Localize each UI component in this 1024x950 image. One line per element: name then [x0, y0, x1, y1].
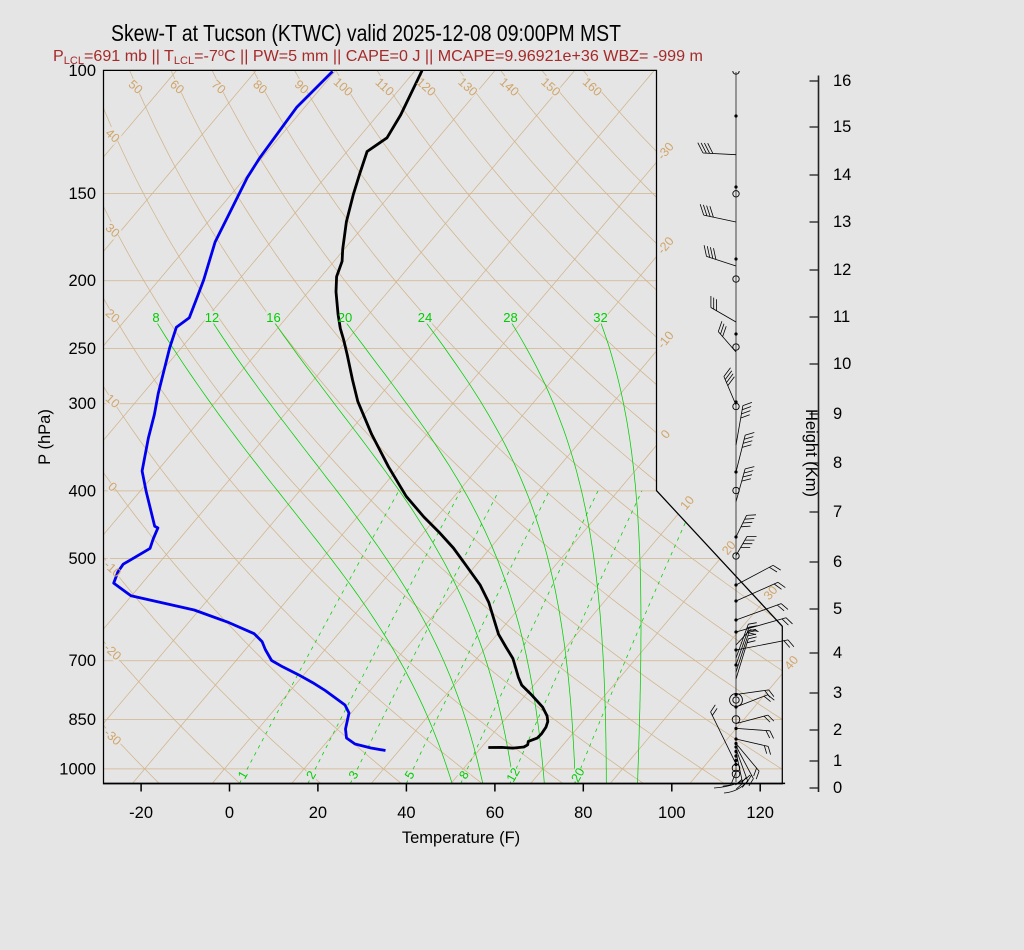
svg-text:1000: 1000 [59, 760, 96, 778]
svg-text:12: 12 [205, 310, 219, 325]
svg-text:120: 120 [746, 804, 774, 822]
svg-text:0: 0 [833, 779, 842, 797]
svg-text:250: 250 [68, 340, 96, 358]
svg-text:40: 40 [782, 653, 802, 673]
svg-text:2: 2 [833, 721, 842, 739]
svg-text:Height (Km): Height (Km) [802, 409, 820, 497]
svg-text:12: 12 [504, 765, 523, 784]
svg-text:12: 12 [833, 261, 851, 279]
svg-text:24: 24 [418, 310, 432, 325]
svg-text:10: 10 [833, 355, 851, 373]
svg-text:400: 400 [68, 482, 96, 500]
svg-text:3: 3 [833, 684, 842, 702]
svg-text:850: 850 [68, 711, 96, 729]
svg-text:-20: -20 [129, 804, 153, 822]
svg-text:150: 150 [68, 185, 96, 203]
svg-text:10: 10 [677, 493, 697, 513]
svg-text:200: 200 [68, 272, 96, 290]
svg-text:7: 7 [833, 503, 842, 521]
svg-text:6: 6 [833, 553, 842, 571]
svg-text:P (hPa): P (hPa) [36, 409, 54, 465]
svg-text:1: 1 [833, 752, 842, 770]
svg-text:300: 300 [68, 395, 96, 413]
svg-text:15: 15 [833, 118, 851, 136]
svg-text:60: 60 [486, 804, 504, 822]
svg-text:500: 500 [68, 550, 96, 568]
svg-text:Temperature (F): Temperature (F) [402, 829, 520, 847]
svg-text:16: 16 [833, 72, 851, 90]
svg-text:11: 11 [833, 308, 850, 326]
svg-text:100: 100 [658, 804, 686, 822]
svg-text:9: 9 [833, 405, 842, 423]
svg-text:8: 8 [833, 454, 842, 472]
svg-text:4: 4 [833, 644, 842, 662]
svg-text:700: 700 [68, 652, 96, 670]
svg-text:0: 0 [225, 804, 234, 822]
svg-text:13: 13 [833, 213, 851, 231]
svg-text:14: 14 [833, 166, 851, 184]
svg-text:32: 32 [593, 310, 607, 325]
svg-text:20: 20 [338, 310, 352, 325]
svg-text:80: 80 [574, 804, 592, 822]
svg-text:20: 20 [309, 804, 327, 822]
svg-text:100: 100 [68, 62, 96, 80]
svg-text:28: 28 [503, 310, 517, 325]
svg-text:8: 8 [152, 310, 159, 325]
svg-text:Skew-T at Tucson (KTWC) valid: Skew-T at Tucson (KTWC) valid 2025-12-08… [111, 20, 621, 46]
svg-text:5: 5 [833, 600, 842, 618]
svg-text:20: 20 [568, 765, 587, 784]
svg-text:40: 40 [397, 804, 415, 822]
svg-text:16: 16 [266, 310, 280, 325]
svg-text:PLCL=691 mb || TLCL=-7oC || PW: PLCL=691 mb || TLCL=-7oC || PW=5 mm || C… [53, 47, 703, 67]
